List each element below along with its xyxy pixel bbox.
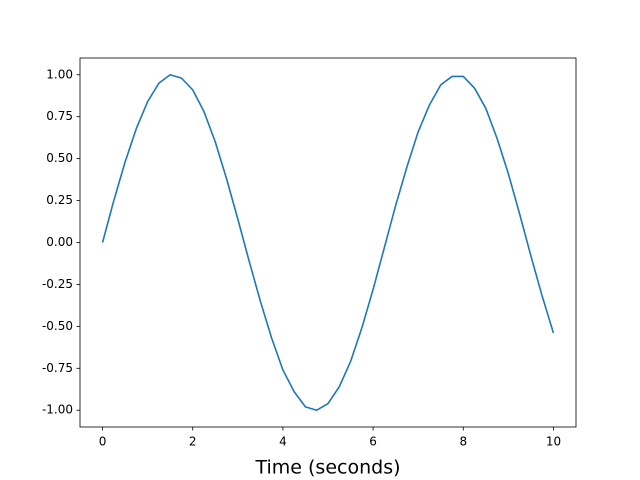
x-tick-label: 10 [546, 435, 561, 449]
x-tick-label: 8 [459, 435, 467, 449]
x-axis-label: Time (seconds) [254, 457, 400, 479]
y-tick-label: -1.00 [42, 403, 73, 417]
x-tick-label: 6 [369, 435, 377, 449]
x-tick-label: 2 [189, 435, 197, 449]
y-tick-label: 0.25 [46, 193, 73, 207]
y-tick-label: 0.50 [46, 151, 73, 165]
data-line [101, 73, 555, 412]
x-tick-label: 0 [99, 435, 107, 449]
axes-frame [79, 57, 577, 428]
y-tick-label: 1.00 [46, 67, 73, 81]
y-tick-label: 0.00 [46, 235, 73, 249]
y-tick-label: -0.25 [42, 277, 73, 291]
y-tick-label: -0.50 [42, 319, 73, 333]
y-tick-label: -0.75 [42, 361, 73, 375]
x-tick-label: 4 [279, 435, 287, 449]
y-tick-label: 0.75 [46, 109, 73, 123]
